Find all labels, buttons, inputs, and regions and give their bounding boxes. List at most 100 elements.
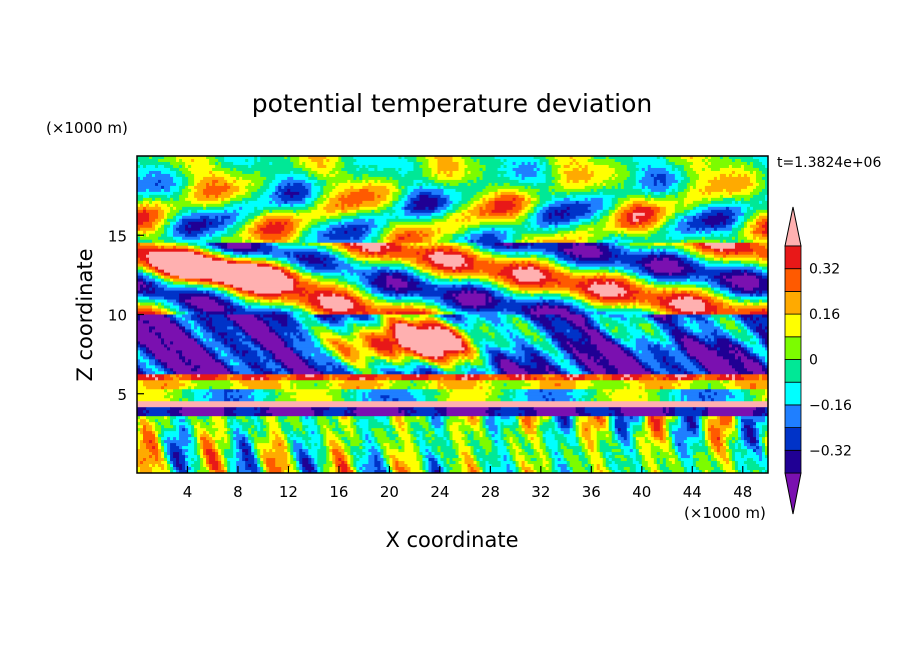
contour-cell [614, 158, 634, 163]
contour-cell [458, 200, 468, 205]
contour-cell [395, 215, 399, 220]
contour-cell [422, 236, 432, 241]
contour-cell [305, 323, 324, 327]
contour-cell [281, 263, 291, 268]
contour-cell [221, 350, 225, 354]
contour-cell [347, 287, 354, 291]
contour-cell [341, 329, 348, 333]
contour-cell [233, 191, 246, 196]
contour-cell [362, 326, 366, 330]
contour-cell [602, 335, 607, 339]
contour-cell [287, 275, 294, 280]
contour-cell [554, 344, 559, 348]
contour-cell [518, 194, 526, 199]
contour-cell [335, 173, 354, 178]
contour-cell [638, 356, 655, 360]
contour-cell [650, 173, 655, 178]
contour-cell [626, 305, 634, 309]
contour-cell [308, 156, 327, 160]
contour-cell [386, 242, 396, 247]
contour-cell [374, 197, 387, 202]
contour-cell [374, 365, 399, 369]
contour-cell [680, 296, 685, 300]
contour-cell [530, 194, 541, 199]
contour-cell [614, 206, 619, 211]
contour-cell [161, 197, 171, 202]
contour-cell [542, 203, 550, 208]
contour-cell [236, 332, 243, 336]
contour-cell [503, 284, 510, 288]
contour-cell [602, 251, 613, 256]
contour-cell [206, 156, 216, 160]
contour-cell [449, 239, 456, 244]
contour-cell [401, 185, 405, 190]
contour-cell [545, 281, 559, 285]
contour-cell [260, 173, 276, 178]
contour-cell [641, 221, 652, 226]
contour-cell [710, 245, 736, 250]
contour-cell [524, 290, 529, 294]
contour-cell [401, 344, 462, 348]
contour-cell [281, 308, 291, 312]
contour-cell [299, 320, 303, 324]
contour-cell [398, 287, 423, 291]
contour-cell [476, 320, 486, 324]
contour-cell [731, 299, 739, 303]
contour-cell [503, 242, 513, 247]
contour-cell [239, 326, 243, 330]
contour-cell [653, 212, 658, 217]
contour-cell [545, 365, 550, 369]
contour-cell [572, 350, 580, 354]
contour-cell [413, 161, 423, 166]
contour-cell [620, 251, 625, 256]
contour-cell [563, 248, 601, 253]
contour-cell [701, 197, 709, 202]
contour-cell [233, 161, 255, 166]
contour-cell [716, 347, 721, 351]
contour-cell [341, 200, 363, 205]
contour-cell [335, 161, 345, 166]
contour-cell [527, 218, 538, 223]
contour-cell [368, 224, 378, 229]
contour-cell [224, 254, 231, 259]
contour-cell [416, 350, 444, 354]
contour-cell [734, 236, 739, 241]
contour-cell [668, 257, 682, 262]
contour-cell [554, 299, 565, 303]
contour-cell [302, 308, 306, 312]
contour-cell [257, 362, 267, 366]
contour-cell [182, 206, 204, 211]
contour-cell [458, 353, 465, 357]
contour-cell [188, 308, 195, 312]
contour-cell [188, 245, 195, 250]
contour-cell [692, 206, 697, 211]
contour-cell [293, 314, 300, 318]
contour-cell [332, 290, 348, 294]
contour-cell [539, 302, 544, 306]
contour-cell [530, 221, 538, 226]
contour-cell [533, 344, 541, 348]
contour-cell [377, 167, 384, 172]
contour-cell [731, 215, 739, 220]
contour-cell [161, 281, 168, 285]
contour-cell [206, 320, 213, 324]
contour-cell [308, 281, 321, 285]
contour-cell [686, 203, 700, 208]
contour-cell [302, 230, 312, 235]
contour-cell [308, 221, 318, 226]
contour-cell [593, 221, 598, 226]
contour-cell [179, 209, 189, 214]
contour-cell [305, 362, 309, 366]
contour-cell [365, 260, 369, 265]
contour-cell [398, 320, 402, 324]
contour-cell [401, 314, 420, 318]
contour-cell [305, 308, 312, 312]
contour-cell [728, 156, 754, 160]
contour-cell [278, 191, 282, 196]
contour-cell [521, 236, 526, 241]
contour-cell [701, 362, 730, 366]
contour-cell [452, 329, 456, 333]
contour-cell [731, 335, 736, 339]
contour-cell [503, 182, 510, 187]
contour-cell [137, 308, 153, 312]
